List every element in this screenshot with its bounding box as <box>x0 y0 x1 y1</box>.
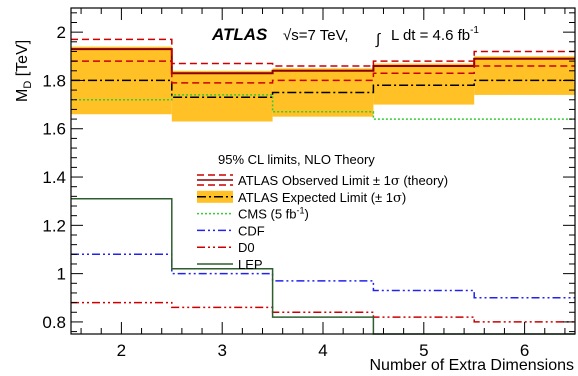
observed-theory-upper <box>71 38 575 67</box>
series-line-atlas-expected-limit-1 <box>71 79 575 99</box>
legend-label-main: CDF <box>238 223 265 238</box>
band-layer <box>71 46 575 122</box>
y-axis-label-subscript: D <box>22 81 34 89</box>
legend-label-suffix: ) <box>305 207 309 222</box>
y-tick-label: 2 <box>57 23 66 42</box>
y-axis-label-main: M <box>14 89 31 102</box>
y-tick-label: 1 <box>57 265 66 284</box>
legend-label-lep: LEP <box>238 257 263 272</box>
legend-label-main: ATLAS Observed Limit ± 1 <box>238 173 391 188</box>
legend-header: 95% CL limits, NLO Theory <box>218 152 375 167</box>
x-tick-label: 3 <box>217 341 226 360</box>
y-tick-label: 1.6 <box>42 120 66 139</box>
legend-label-main: CMS (5 fb <box>238 207 297 222</box>
legend-label-main: D0 <box>238 240 255 255</box>
legend-label-atlas-observed-limit-1: ATLAS Observed Limit ± 1σ (theory) <box>238 173 448 189</box>
x-axis-label: Number of Extra Dimensions <box>369 357 574 374</box>
y-axis-label-unit-text: [TeV] <box>14 40 31 76</box>
legend-label-suffix: (theory) <box>400 173 448 188</box>
energy-label: √s=7 TeV, <box>283 27 348 44</box>
luminosity-label: L dt = 4.6 fb-1 <box>391 25 479 44</box>
expected-band-2 <box>71 46 172 115</box>
legend-label-suffix: ) <box>402 190 406 205</box>
legend-label-d0: D0 <box>238 240 255 255</box>
axes-layer: 0.8 1 1.2 1.4 1.6 1.8 2 2 3 4 5 6 <box>42 8 575 360</box>
luminosity-text: L dt = 4.6 fb <box>391 27 470 44</box>
y-tick-label: 1.4 <box>42 168 66 187</box>
observed-theory-lower <box>71 60 575 84</box>
x-tick-label: 6 <box>520 341 529 360</box>
legend-label-cdf: CDF <box>238 223 265 238</box>
y-axis-label: MD [TeV] <box>14 40 34 102</box>
x-tick-label: 5 <box>419 341 428 360</box>
y-tick-label: 0.8 <box>42 313 66 332</box>
legend-label-atlas-expected-limit-1: ATLAS Expected Limit (± 1σ) <box>238 190 406 206</box>
luminosity-exponent: -1 <box>470 25 479 36</box>
atlas-header: ATLAS √s=7 TeV, ∫ L dt = 4.6 fb-1 <box>211 25 479 48</box>
x-tick-label: 4 <box>318 341 327 360</box>
expected-band-3 <box>171 70 273 122</box>
legend: 95% CL limits, NLO Theory ATLAS Observed … <box>197 152 448 272</box>
legend-label-symbol: σ <box>393 191 402 206</box>
legend-label-superscript: -1 <box>297 206 305 216</box>
series-line-d0 <box>71 301 575 323</box>
y-tick-label: 1.2 <box>42 216 66 235</box>
legend-label-symbol: σ <box>391 174 400 189</box>
expected-band-5 <box>373 63 475 105</box>
legend-label-main: ATLAS Expected Limit (± 1 <box>238 190 393 205</box>
legend-label-cms-5-fb: CMS (5 fb-1) <box>238 206 309 222</box>
y-tick-label: 1.8 <box>42 71 66 90</box>
x-tick-label: 2 <box>117 341 126 360</box>
expected-band-6 <box>474 56 575 95</box>
experiment-label: ATLAS <box>211 25 268 44</box>
integral-sign: ∫ <box>375 31 382 48</box>
legend-label-main: LEP <box>238 257 263 272</box>
